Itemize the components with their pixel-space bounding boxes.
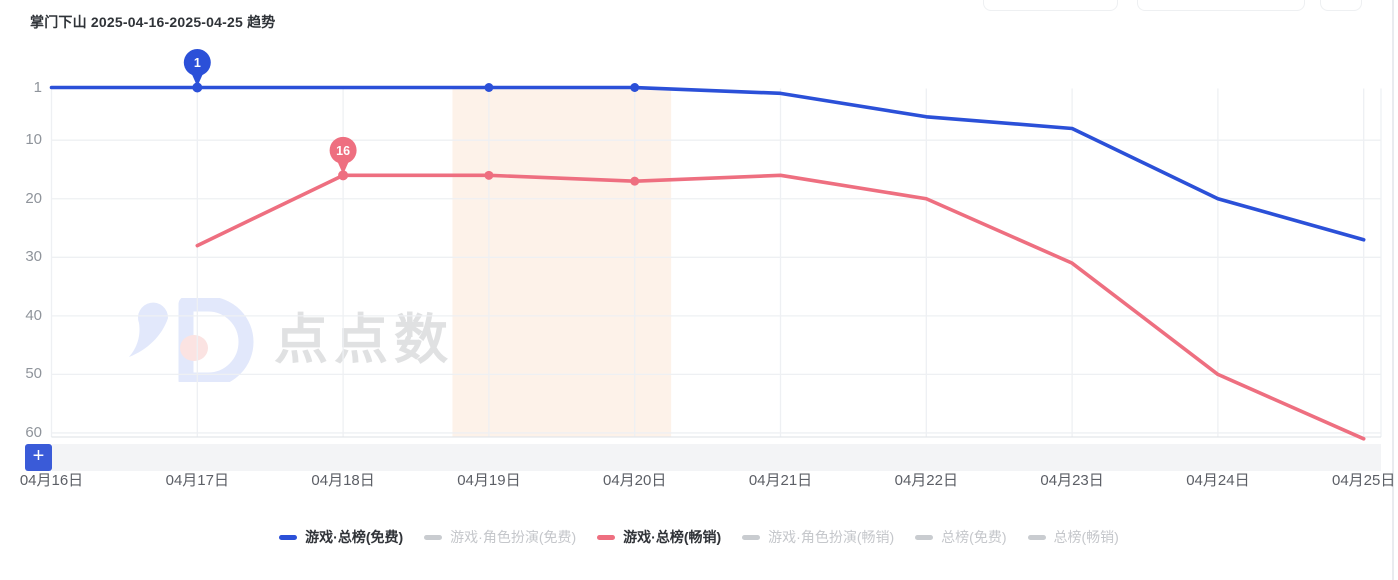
pin-rank-label: 1 xyxy=(194,56,201,70)
legend-swatch xyxy=(424,534,443,540)
cut-off-button[interactable] xyxy=(1137,0,1305,11)
legend-item[interactable]: 游戏·总榜(免费) xyxy=(279,527,403,547)
x-axis-tick-label: 04月25日 xyxy=(1332,472,1396,489)
y-axis-tick-label: 1 xyxy=(33,78,42,96)
y-axis-tick-label: 60 xyxy=(25,423,42,441)
rank-pin-marker[interactable] xyxy=(329,136,357,164)
series-line[interactable] xyxy=(195,173,1366,441)
legend-item[interactable]: 游戏·角色扮演(免费) xyxy=(424,527,576,547)
y-axis-tick-label: 50 xyxy=(25,365,42,383)
datazoom-strip[interactable] xyxy=(52,444,1381,471)
x-axis-tick-label: 04月18日 xyxy=(311,472,375,489)
legend-label: 游戏·总榜(畅销) xyxy=(623,529,722,545)
legend-label: 游戏·角色扮演(免费) xyxy=(450,529,577,545)
panel-divider xyxy=(1392,0,1394,580)
legend-swatch xyxy=(742,534,761,540)
data-point-dot[interactable] xyxy=(484,170,494,180)
series-line[interactable] xyxy=(49,85,1366,242)
x-axis-tick-label: 04月22日 xyxy=(894,472,958,489)
page-title: 掌门下山 2025-04-16-2025-04-25 趋势 xyxy=(30,14,276,30)
legend-item[interactable]: 游戏·总榜(畅销) xyxy=(597,527,721,547)
legend-swatch xyxy=(915,534,934,540)
y-axis-tick-label: 20 xyxy=(25,189,42,207)
pin-anchor-dot[interactable] xyxy=(338,170,349,181)
x-axis-tick-label: 04月16日 xyxy=(19,472,84,489)
y-axis-tick-label: 40 xyxy=(25,306,42,324)
legend-item[interactable]: 总榜(免费) xyxy=(915,527,1007,547)
add-series-button[interactable]: + xyxy=(25,444,52,471)
cut-off-button[interactable] xyxy=(983,0,1118,11)
y-axis-tick-label: 10 xyxy=(25,131,42,149)
trend-line-chart[interactable]: 1 16 xyxy=(0,0,1398,520)
x-axis-tick-label: 04月23日 xyxy=(1040,472,1104,489)
legend-swatch xyxy=(597,534,616,540)
y-axis-tick-label: 30 xyxy=(25,248,42,266)
x-axis-tick-label: 04月24日 xyxy=(1186,472,1250,489)
legend-label: 游戏·总榜(免费) xyxy=(305,529,404,545)
rank-pin-marker[interactable] xyxy=(183,49,211,76)
data-point-dot[interactable] xyxy=(630,83,640,92)
x-axis-tick-label: 04月19日 xyxy=(457,472,521,489)
legend-item[interactable]: 游戏·角色扮演(畅销) xyxy=(742,527,894,547)
pin-anchor-dot[interactable] xyxy=(192,82,203,93)
chart-legend: 游戏·总榜(免费) 游戏·角色扮演(免费) 游戏·总榜(畅销) 游戏·角色扮演(畅销)… xyxy=(31,524,1367,550)
data-point-dot[interactable] xyxy=(630,176,640,186)
x-axis-tick-label: 04月20日 xyxy=(603,472,667,489)
x-axis-tick-label: 04月21日 xyxy=(748,472,813,489)
legend-label: 游戏·角色扮演(畅销) xyxy=(768,529,895,545)
x-axis-tick-label: 04月17日 xyxy=(165,472,229,489)
legend-label: 总榜(畅销) xyxy=(1053,529,1119,545)
pin-rank-label: 16 xyxy=(336,144,350,158)
data-point-dot[interactable] xyxy=(484,83,494,92)
legend-swatch xyxy=(1027,534,1046,540)
legend-swatch xyxy=(279,534,298,540)
cut-off-button[interactable] xyxy=(1320,0,1362,11)
legend-label: 总榜(免费) xyxy=(941,529,1007,545)
legend-item[interactable]: 总榜(畅销) xyxy=(1027,527,1119,547)
